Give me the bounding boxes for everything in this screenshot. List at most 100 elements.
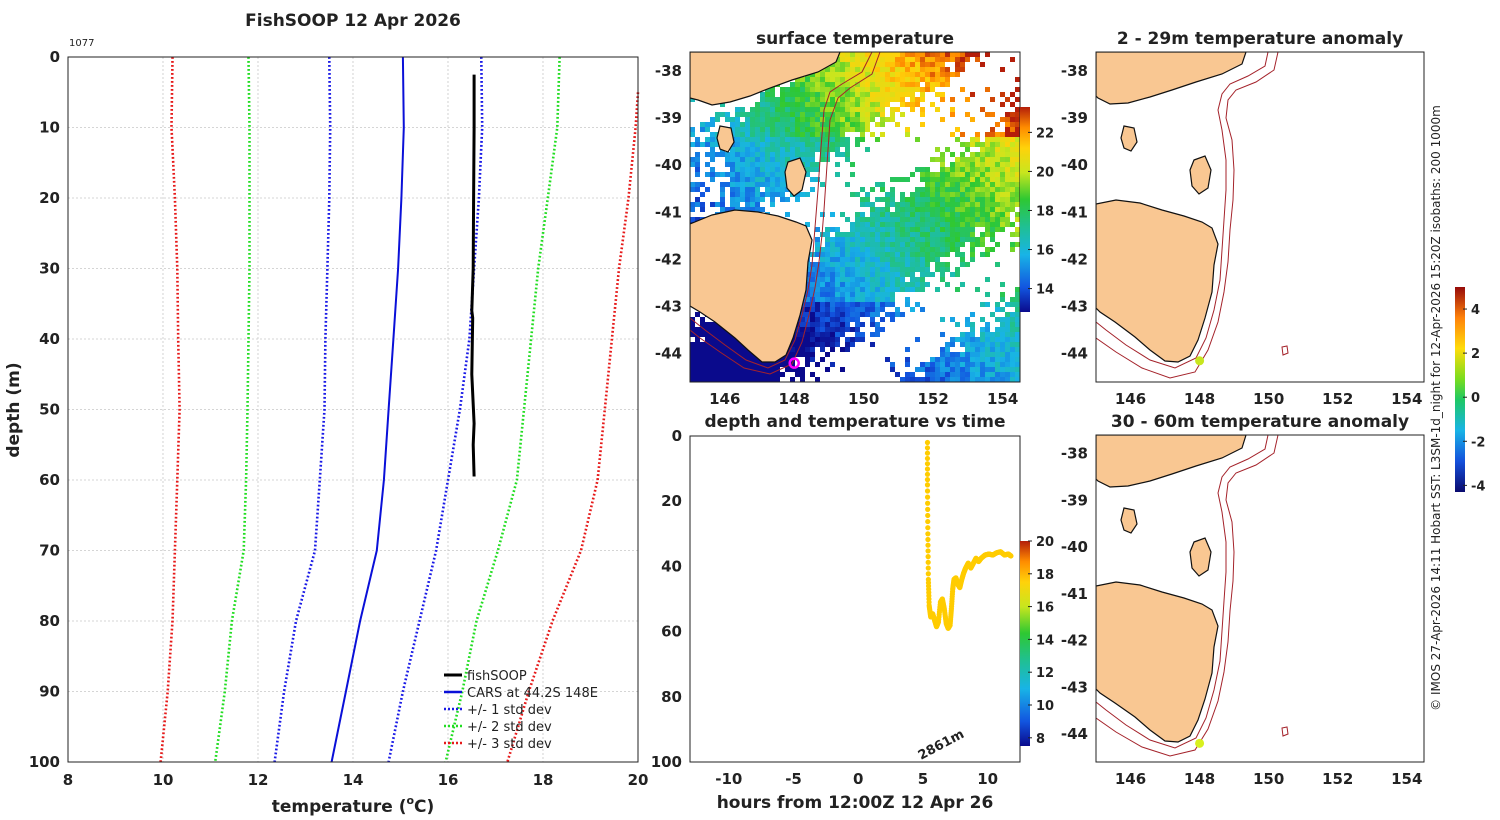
sst-pixel	[920, 57, 925, 62]
sst-pixel	[965, 97, 970, 102]
sst-pixel	[985, 332, 990, 337]
sst-pixel	[945, 147, 950, 152]
sst-pixel	[845, 247, 850, 252]
sst-pixel	[790, 92, 795, 97]
tvd-track-point	[925, 531, 931, 537]
sst-pixel	[905, 132, 910, 137]
sst-pixel	[950, 177, 955, 182]
sst-pixel	[915, 282, 920, 287]
profile-ytick-label: 10	[39, 119, 60, 137]
sst-pixel	[730, 352, 735, 357]
sst-pixel	[900, 87, 905, 92]
sst-pixel	[845, 297, 850, 302]
sst-pixel	[725, 352, 730, 357]
sst-pixel	[820, 302, 825, 307]
sst-pixel	[890, 262, 895, 267]
sst-xtick-label: 152	[918, 390, 949, 408]
sst-pixel	[860, 197, 865, 202]
sst-pixel	[875, 242, 880, 247]
sst-pixel	[760, 97, 765, 102]
sst-pixel	[845, 292, 850, 297]
sst-pixel	[815, 142, 820, 147]
sst-pixel	[890, 177, 895, 182]
sst-pixel	[915, 57, 920, 62]
tvd-track-point	[925, 500, 931, 506]
sst-pixel	[915, 87, 920, 92]
sst-pixel	[1010, 142, 1015, 147]
sst-pixel	[715, 152, 720, 157]
sst-pixel	[985, 52, 990, 57]
sst-pixel	[695, 347, 700, 352]
sst-ytick-label: -41	[655, 203, 682, 221]
sst-pixel	[760, 152, 765, 157]
sst-pixel	[860, 307, 865, 312]
sst-pixel	[790, 377, 795, 382]
sst-pixel	[910, 92, 915, 97]
sst-pixel	[875, 72, 880, 77]
sst-pixel	[825, 227, 830, 232]
sst-pixel	[790, 122, 795, 127]
sst-pixel	[835, 287, 840, 292]
sst-pixel	[905, 357, 910, 362]
sst-pixel	[815, 237, 820, 242]
sst-pixel	[1015, 87, 1020, 92]
sst-pixel	[925, 87, 930, 92]
sst-pixel	[805, 312, 810, 317]
sst-pixel	[905, 127, 910, 132]
sst-pixel	[985, 222, 990, 227]
sst-pixel	[920, 167, 925, 172]
sst-pixel	[905, 267, 910, 272]
sst-pixel	[1005, 312, 1010, 317]
sst-pixel	[815, 377, 820, 382]
sst-pixel	[890, 277, 895, 282]
sst-pixel	[770, 202, 775, 207]
sst-pixel	[855, 332, 860, 337]
sst-pixel	[705, 342, 710, 347]
sst-pixel	[1015, 152, 1020, 157]
tvd-colorbar-tick-label: 12	[1036, 666, 1054, 681]
sst-pixel	[720, 187, 725, 192]
profile-ytick-label: 100	[29, 753, 60, 771]
sst-pixel	[835, 242, 840, 247]
profile-id: 1077	[69, 38, 94, 49]
sst-pixel	[780, 362, 785, 367]
sst-pixel	[845, 112, 850, 117]
sst-pixel	[855, 247, 860, 252]
sst-pixel	[950, 132, 955, 137]
sst-pixel	[695, 187, 700, 192]
sst-pixel	[940, 207, 945, 212]
sst-pixel	[790, 97, 795, 102]
sst-pixel	[915, 167, 920, 172]
sst-pixel	[865, 102, 870, 107]
sst-pixel	[870, 242, 875, 247]
profile-legend: fishSOOP CARS at 44.2S 148E +/- 1 std de…	[444, 669, 598, 752]
sst-pixel	[895, 52, 900, 57]
sst-pixel	[795, 337, 800, 342]
sst-pixel	[900, 242, 905, 247]
sst-pixel	[905, 372, 910, 377]
sst-pixel	[900, 62, 905, 67]
sst-pixel	[825, 237, 830, 242]
sst-pixel	[975, 202, 980, 207]
sst-pixel	[800, 322, 805, 327]
sst-pixel	[945, 357, 950, 362]
sst-pixel	[990, 127, 995, 132]
sst-pixel	[945, 367, 950, 372]
sst-pixel	[830, 342, 835, 347]
sst-pixel	[890, 62, 895, 67]
sst-pixel	[940, 262, 945, 267]
sst-pixel	[945, 67, 950, 72]
anomaly-colorbar-tick-label: -4	[1471, 479, 1485, 494]
sst-pixel	[760, 367, 765, 372]
sst-pixel	[950, 377, 955, 382]
sst-pixel	[985, 142, 990, 147]
sst-pixel	[945, 222, 950, 227]
sst-pixel	[765, 127, 770, 132]
sst-pixel	[940, 352, 945, 357]
sst-pixel	[800, 97, 805, 102]
legend-label-std1: +/- 1 std dev	[467, 703, 552, 718]
sst-pixel	[965, 352, 970, 357]
sst-pixel	[920, 237, 925, 242]
sst-pixel	[875, 137, 880, 142]
sst-pixel	[910, 107, 915, 112]
